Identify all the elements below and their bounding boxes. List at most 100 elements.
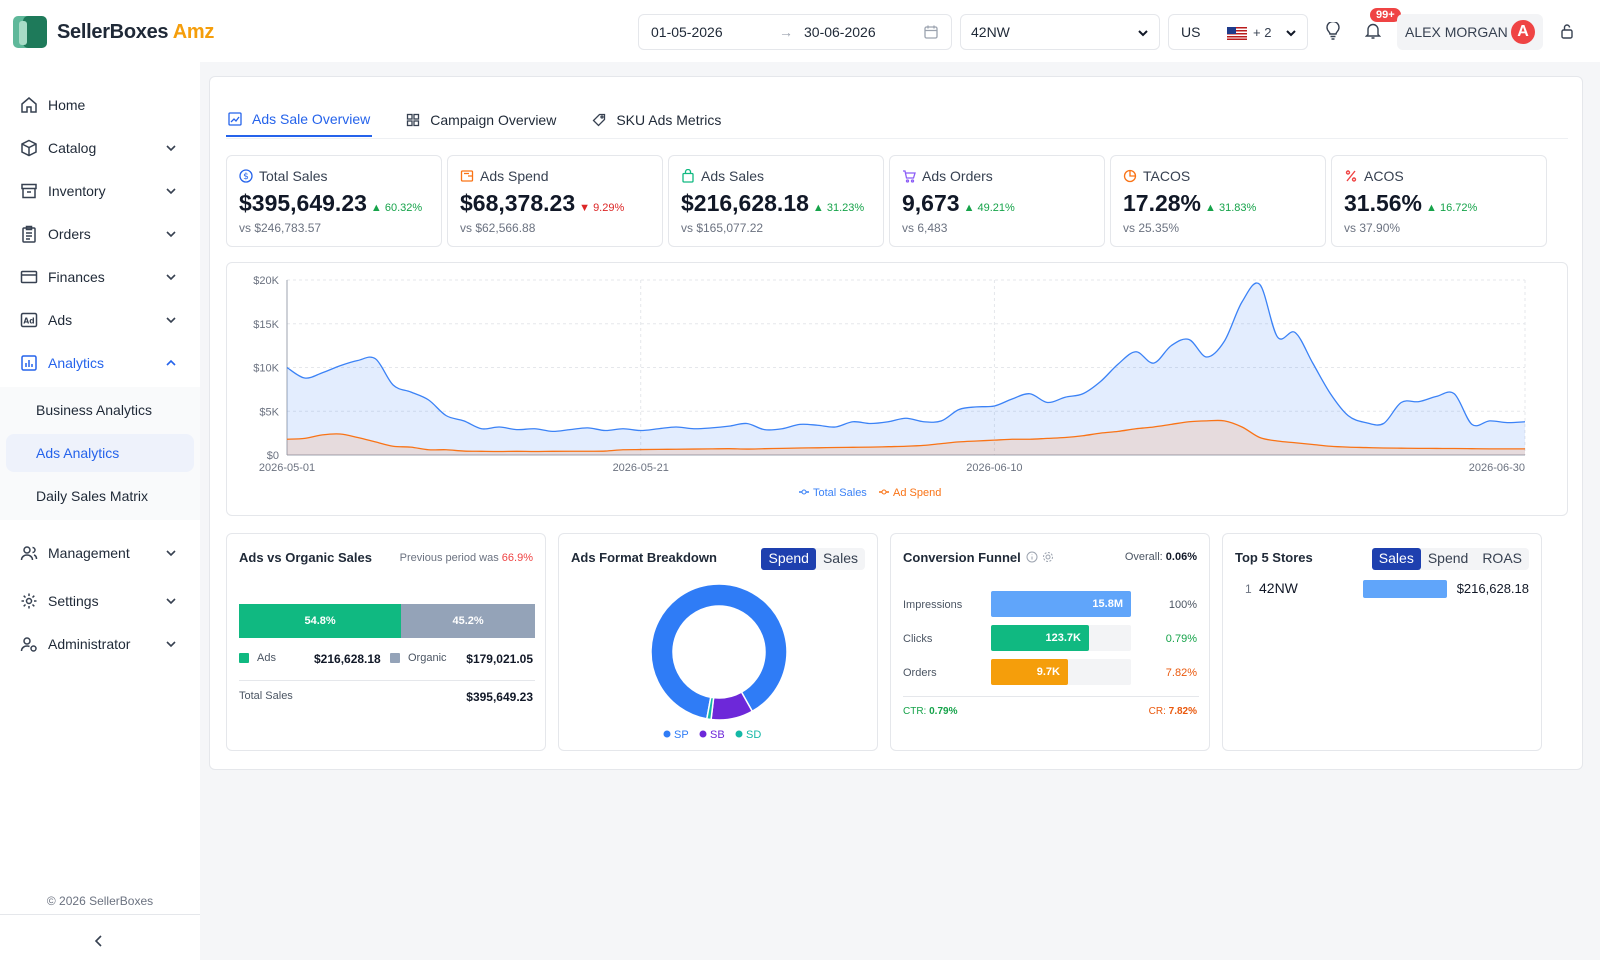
date-range-picker[interactable]: 01-05-2026 → 30-06-2026 [638, 14, 952, 50]
date-to[interactable]: 30-06-2026 [804, 24, 876, 40]
admin-icon [20, 637, 37, 652]
toggle-spend[interactable]: Spend [1427, 550, 1469, 566]
legend-dot [735, 730, 743, 738]
legend-marker [801, 489, 807, 495]
kpi-value: $395,649.23 [239, 190, 367, 216]
kpi-label: ACOS [1364, 168, 1404, 184]
kpi-change: ▼ 9.29% [579, 202, 625, 214]
kpi-label: Ads Spend [480, 168, 549, 184]
sidebar-item-administrator[interactable]: Administrator [0, 624, 200, 664]
brand-logo[interactable]: SellerBoxes Amz [11, 13, 214, 51]
lightbulb-icon[interactable] [1325, 22, 1341, 40]
sidebar-item-label: Home [48, 97, 86, 113]
legend-label: SB [710, 729, 725, 741]
kpi-previous: vs $165,077.22 [681, 221, 764, 235]
cr-label: CR: [1148, 706, 1166, 717]
submenu-business-analytics[interactable]: Business Analytics [36, 402, 152, 418]
funnel-label-orders: Orders [903, 667, 937, 679]
chevron-down-icon [166, 598, 176, 605]
stores-toggle: Sales Spend ROAS [1371, 548, 1529, 570]
calendar-icon[interactable] [923, 24, 939, 40]
info-icon[interactable] [1026, 551, 1038, 563]
y-tick-label: $0 [267, 450, 279, 462]
tab-sku-ads-metrics[interactable]: SKU Ads Metrics [590, 103, 723, 137]
home-icon [21, 97, 37, 113]
sidebar-item-orders[interactable]: Orders [0, 214, 200, 254]
sidebar-item-inventory[interactable]: Inventory [0, 171, 200, 211]
lock-icon[interactable] [1560, 23, 1574, 39]
collapse-sidebar-icon[interactable] [92, 934, 106, 948]
marketplace-select[interactable]: US + 2 [1168, 14, 1308, 50]
y-tick-label: $15K [253, 319, 279, 331]
tab-campaign-overview[interactable]: Campaign Overview [404, 103, 558, 137]
sidebar-item-catalog[interactable]: Catalog [0, 128, 200, 168]
legend-marker [881, 489, 887, 495]
toggle-spend[interactable]: Spend [761, 548, 816, 570]
ads-vs-organic-panel: Ads vs Organic Sales Previous period was… [226, 533, 546, 751]
line-chart-icon [228, 112, 242, 126]
kpi-change: ▲ 16.72% [1426, 202, 1478, 214]
sidebar-item-finances[interactable]: Finances [0, 257, 200, 297]
date-from[interactable]: 01-05-2026 [651, 24, 723, 40]
sidebar-item-label: Administrator [48, 636, 131, 652]
toggle-sales[interactable]: Sales [822, 550, 858, 566]
tag-icon [592, 113, 606, 127]
sidebar-item-label: Management [48, 545, 130, 561]
chart-icon [21, 355, 37, 371]
shopping-bag-icon [682, 169, 694, 183]
marketplace-value: US [1181, 24, 1201, 40]
panel-title: Ads Format Breakdown [571, 550, 717, 565]
funnel-label-impressions: Impressions [903, 599, 963, 611]
conversion-funnel-panel: Conversion Funnel Overall: 0.06% Impress… [890, 533, 1210, 751]
donut-slice-sd [705, 696, 715, 721]
ads-share-bar: 54.8% [239, 604, 402, 638]
toggle-sales[interactable]: Sales [1371, 548, 1421, 570]
funnel-overall: Overall: 0.06% [1125, 551, 1197, 563]
bell-icon[interactable] [1365, 22, 1381, 40]
line-ad-spend [286, 419, 1525, 453]
sidebar-item-management[interactable]: Management [0, 533, 200, 573]
x-tick-label: 2026-05-01 [259, 462, 315, 474]
svg-text:Ad: Ad [23, 317, 34, 326]
date-arrow: → [779, 24, 793, 40]
kpi-change: ▲ 31.23% [812, 202, 865, 214]
store-sales-bar [1363, 580, 1447, 598]
submenu-daily-sales-matrix[interactable]: Daily Sales Matrix [36, 488, 149, 504]
chevron-down-icon [166, 274, 176, 281]
kpi-value: 9,673 [902, 190, 960, 216]
store-name[interactable]: 42NW [1259, 580, 1298, 596]
sidebar-item-settings[interactable]: Settings [0, 581, 200, 621]
top-bar: SellerBoxes Amz 01-05-2026 → 30-06-2026 … [0, 0, 1600, 62]
kpi-ads-spend: Ads Spend $68,378.23 ▼ 9.29% vs $62,566.8… [447, 155, 663, 247]
ad-icon: Ad [20, 312, 38, 328]
y-tick-label: $10K [253, 363, 279, 375]
submenu-ads-analytics[interactable]: Ads Analytics [6, 434, 194, 472]
sidebar-item-label: Catalog [48, 140, 97, 156]
tab-label: Ads Sale Overview [252, 111, 371, 127]
sidebar-item-home[interactable]: Home [0, 85, 200, 125]
organic-share-bar: 45.2% [401, 604, 535, 638]
dollar-icon: $ [239, 169, 253, 183]
percent-icon [1345, 170, 1357, 182]
user-menu[interactable]: ALEX MORGAN A [1397, 14, 1543, 50]
sidebar-item-label: Settings [48, 593, 99, 609]
sidebar-item-ads[interactable]: Ad Ads [0, 300, 200, 340]
area-total-sales [287, 282, 1525, 455]
donut-slice-sp [650, 583, 788, 720]
cart-icon [903, 170, 916, 183]
tab-ads-sale-overview[interactable]: Ads Sale Overview [226, 103, 373, 137]
x-tick-label: 2026-06-10 [966, 462, 1022, 474]
sidebar-item-label: Analytics [48, 355, 105, 371]
panel-title: Top 5 Stores [1235, 550, 1313, 565]
store-select[interactable]: 42NW [960, 14, 1160, 50]
analytics-submenu: Business Analytics Ads Analytics Daily S… [0, 387, 200, 520]
funnel-overall-value: 0.06% [1165, 551, 1197, 563]
cr-value: 7.82% [1168, 706, 1197, 717]
settings-icon[interactable] [1042, 551, 1054, 563]
funnel-bar-orders: 9.7K [991, 659, 1068, 685]
format-donut-chart: SP SB SD [650, 583, 788, 741]
kpi-previous: vs 6,483 [902, 221, 948, 235]
line-total-sales [286, 282, 1526, 433]
sidebar-item-analytics[interactable]: Analytics [0, 343, 200, 383]
toggle-roas[interactable]: ROAS [1482, 550, 1522, 566]
